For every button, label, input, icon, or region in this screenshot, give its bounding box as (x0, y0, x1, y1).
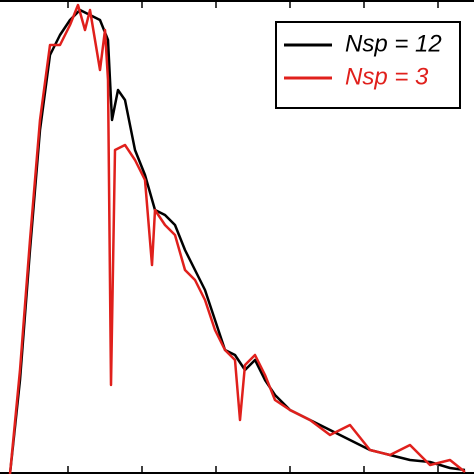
legend-label: Nsp = 3 (345, 63, 429, 90)
legend-label: Nsp = 12 (345, 30, 442, 57)
series-line (8, 3, 466, 474)
plot-area (8, 0, 466, 474)
legend-box (275, 21, 461, 109)
legend: Nsp = 12 Nsp = 3 (284, 30, 442, 90)
